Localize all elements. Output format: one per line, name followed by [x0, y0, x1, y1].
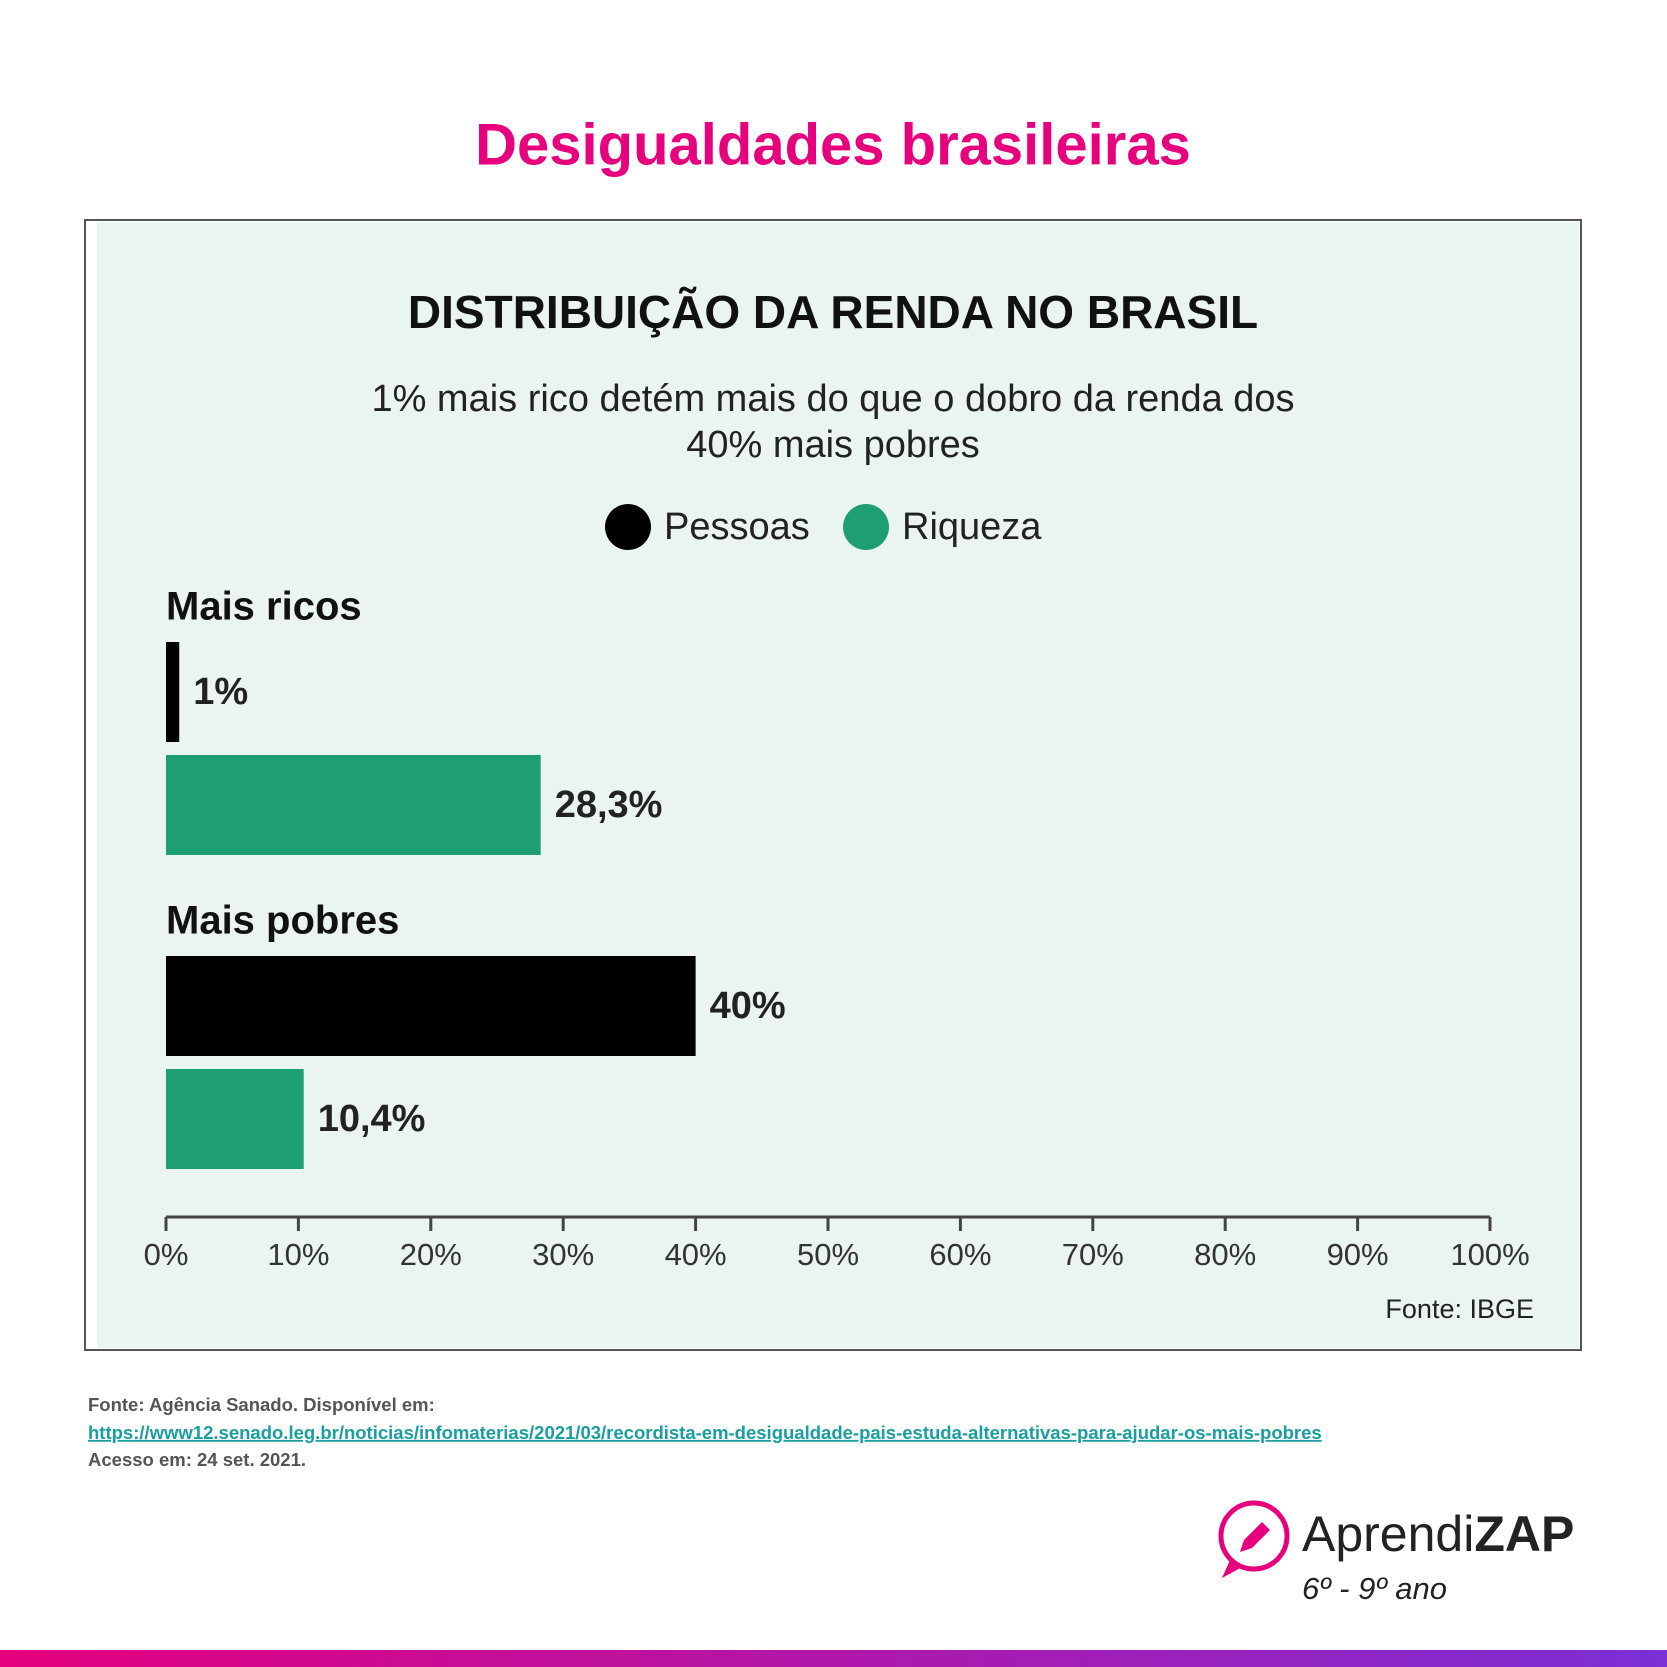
x-tick-label: 0% [144, 1237, 189, 1272]
chart-subtitle: 1% mais rico detém mais do que o dobro d… [371, 378, 1294, 420]
value-label: 1% [193, 671, 248, 713]
bar [166, 1069, 304, 1169]
chart-title: DISTRIBUIÇÃO DA RENDA NO BRASIL [408, 286, 1258, 338]
x-tick-label: 70% [1062, 1237, 1124, 1272]
legend-label: Pessoas [664, 506, 810, 548]
value-label: 10,4% [318, 1098, 426, 1140]
x-tick-label: 10% [267, 1237, 329, 1272]
x-tick-label: 20% [400, 1237, 462, 1272]
logo: AprendiZAP 6º - 9º ano [1218, 1500, 1574, 1606]
logo-tail [1222, 1560, 1244, 1578]
x-tick-label: 80% [1194, 1237, 1256, 1272]
chart-source: Fonte: IBGE [1385, 1294, 1534, 1324]
x-tick-label: 90% [1327, 1237, 1389, 1272]
bar [166, 755, 541, 855]
logo-text: AprendiZAP [1302, 1506, 1574, 1562]
legend-swatch [605, 504, 651, 550]
footer-link[interactable]: https://www12.senado.leg.br/noticias/inf… [88, 1422, 1322, 1443]
bar [166, 956, 696, 1056]
logo-bubble [1218, 1500, 1290, 1572]
footer-source: Fonte: Agência Sanado. Disponível em: [88, 1394, 435, 1415]
page-title: Desigualdades brasileiras [475, 112, 1191, 177]
x-tick-label: 60% [929, 1237, 991, 1272]
category-label: Mais pobres [166, 899, 399, 943]
x-tick-label: 100% [1450, 1237, 1529, 1272]
legend-label: Riqueza [902, 506, 1042, 548]
bottom-bar [0, 1650, 1667, 1667]
logo-bold: ZAP [1474, 1506, 1574, 1562]
x-tick-label: 30% [532, 1237, 594, 1272]
x-tick-label: 50% [797, 1237, 859, 1272]
legend-swatch [843, 504, 889, 550]
value-label: 40% [710, 985, 786, 1027]
chart: Pessoas Riqueza 0% 10% 20% 30% 40% 50% 60% 70% 80%… [144, 504, 1530, 1272]
bar [166, 642, 180, 742]
chart-subtitle: 40% mais pobres [686, 424, 980, 466]
category-label: Mais ricos [166, 585, 362, 629]
value-label: 28,3% [555, 784, 663, 826]
logo-pencil [1240, 1522, 1270, 1552]
logo-grades: 6º - 9º ano [1302, 1571, 1447, 1606]
logo-light: Aprendi [1302, 1506, 1474, 1562]
footer-access: Acesso em: 24 set. 2021. [88, 1449, 306, 1470]
x-tick-label: 40% [665, 1237, 727, 1272]
